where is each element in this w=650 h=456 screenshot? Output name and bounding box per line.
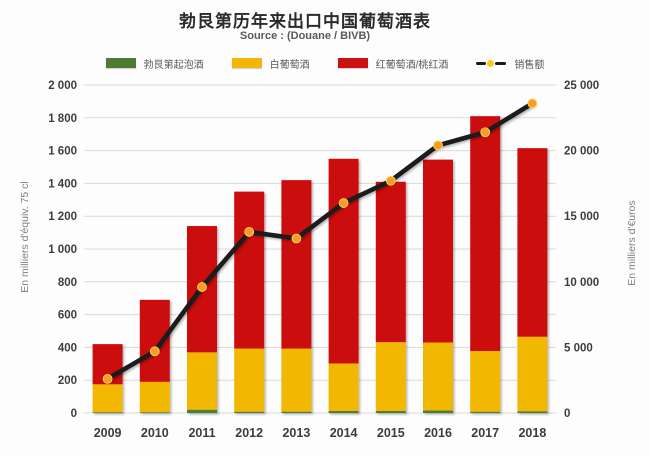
x-axis-label-2014: 2014 [330,426,358,440]
x-axis-label-2012: 2012 [235,426,263,440]
legend-swatch-icon [105,58,136,68]
x-axis-label-2010: 2010 [141,426,169,440]
x-axis-label-2016: 2016 [424,426,452,440]
legend-swatch-icon [231,58,262,68]
bar-segment-2012 [234,191,265,349]
left-axis-tick: 600 [58,310,77,322]
bar-segment-2015 [375,181,406,343]
legend-item-2: 红葡萄酒/桃红酒 [337,56,449,71]
left-axis-tick: 800 [58,277,77,289]
sales-marker-2009 [102,373,113,384]
right-axis-tick: 20 000 [564,146,599,158]
left-axis-tick: 1 000 [48,244,77,256]
left-axis-tick: 200 [58,375,77,387]
legend-swatch-icon [337,58,368,68]
legend-line-marker-icon [476,58,507,68]
right-axis-tick: 5 000 [564,342,593,354]
legend-item-1: 白葡萄酒 [231,56,310,71]
legend-item-3: 销售额 [476,56,544,71]
legend-item-0: 勃艮第起泡酒 [105,56,204,71]
bar-segment-2012 [234,348,265,412]
bars-group [92,116,548,413]
sales-marker-2018 [527,98,538,109]
bar-segment-2013 [281,180,312,349]
left-axis-title: En milliers d'équiv. 75 cl [19,181,31,293]
sales-marker-2012 [244,227,255,237]
bar-segment-2016 [423,410,453,413]
sales-marker-2013 [291,233,302,244]
bar-segment-2017 [470,351,501,412]
bar-segment-2010 [139,412,170,413]
left-axis-tick: 1 400 [48,178,77,190]
bar-segment-2009 [92,384,123,413]
right-axis-tick: 15 000 [564,211,599,223]
legend-label: 销售额 [514,59,545,71]
legend: 勃艮第起泡酒 白葡萄酒 红葡萄酒/桃红酒 销售额 [30,54,620,72]
left-axis-tick: 1 600 [48,146,77,158]
sales-marker-2015 [385,175,396,186]
bar-segment-2018 [517,411,548,413]
bar-segment-2017 [470,411,501,413]
bar-segment-2018 [517,148,548,337]
x-axis-label-2017: 2017 [471,426,499,440]
right-axis-tick: 25 000 [564,80,599,92]
legend-label: 勃艮第起泡酒 [143,59,204,71]
bar-segment-2016 [423,159,453,343]
right-axis-tick: 10 000 [564,277,599,289]
bar-segment-2015 [375,411,406,413]
bar-segment-2013 [281,348,312,412]
sales-marker-2017 [480,127,491,138]
bar-segment-2011 [187,409,217,413]
bar-segment-2014 [328,363,359,412]
chart-title: 勃艮第历年来出口中国葡萄酒表 [179,12,431,31]
legend-label: 白葡萄酒 [269,59,310,71]
bar-segment-2017 [470,116,501,352]
left-axis-tick: 2 000 [48,80,77,92]
bar-segment-2013 [281,411,312,413]
right-axis-title: En milliers d'€uros [626,200,638,286]
left-axis-tick: 400 [58,342,77,354]
sales-marker-2010 [149,346,160,357]
chart-subtitle: Source : (Douane / BIVB) [239,30,371,42]
left-axis-tick: 0 [71,408,77,420]
x-axis-label-2011: 2011 [188,426,215,440]
bar-segment-2009 [92,412,123,413]
bar-segment-2018 [517,336,548,412]
left-axis-tick: 1 800 [48,113,77,125]
bar-segment-2012 [234,411,265,413]
bar-segment-2014 [328,158,359,364]
bar-segment-2014 [328,411,359,413]
right-axis-tick: 0 [564,408,570,420]
sales-marker-2011 [197,282,207,292]
bar-segment-2010 [139,381,170,413]
sales-line [105,101,535,382]
bar-segment-2011 [187,352,217,410]
legend-label: 红葡萄酒/桃红酒 [375,59,449,71]
x-axis-label-2015: 2015 [377,426,405,440]
bar-segment-2016 [423,342,453,411]
x-axis-label-2013: 2013 [282,426,310,440]
sales-marker-2016 [433,140,443,151]
x-axis-label-2018: 2018 [518,426,546,440]
bar-segment-2015 [375,342,406,412]
x-axis-label-2009: 2009 [94,426,122,440]
sales-marker-2014 [338,198,349,208]
left-axis-tick: 1 200 [48,211,77,223]
